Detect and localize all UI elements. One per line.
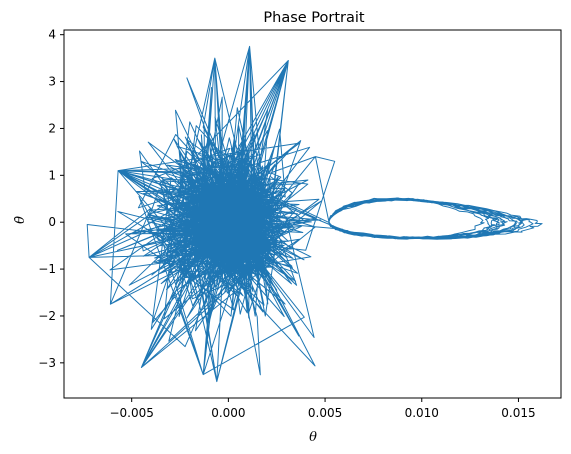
phase-trajectory-line <box>86 45 543 383</box>
y-tick-label: 2 <box>48 121 56 135</box>
x-tick-label: 0.000 <box>211 406 245 420</box>
x-axis: −0.005 0.000 0.005 0.010 0.015 <box>109 398 536 420</box>
y-axis: −3 −2 −1 0 1 2 3 4 <box>38 28 64 370</box>
y-tick-label: 0 <box>48 215 56 229</box>
y-tick-label: 4 <box>48 28 56 42</box>
y-tick-label: 1 <box>48 168 56 182</box>
x-tick-label: 0.010 <box>405 406 439 420</box>
y-tick-label: −1 <box>38 262 56 276</box>
y-axis-label: θ̇ <box>13 216 28 224</box>
x-tick-label: 0.005 <box>308 406 342 420</box>
x-tick-label: −0.005 <box>109 406 153 420</box>
plot-frame <box>63 29 562 399</box>
y-tick-label: −3 <box>38 356 56 370</box>
chart-title: Phase Portrait <box>263 10 365 26</box>
y-tick-label: 3 <box>48 75 56 89</box>
x-tick-label: 0.015 <box>501 406 535 420</box>
y-tick-label: −2 <box>38 309 56 323</box>
x-axis-label: θ <box>309 430 317 445</box>
plot-area <box>86 45 543 383</box>
